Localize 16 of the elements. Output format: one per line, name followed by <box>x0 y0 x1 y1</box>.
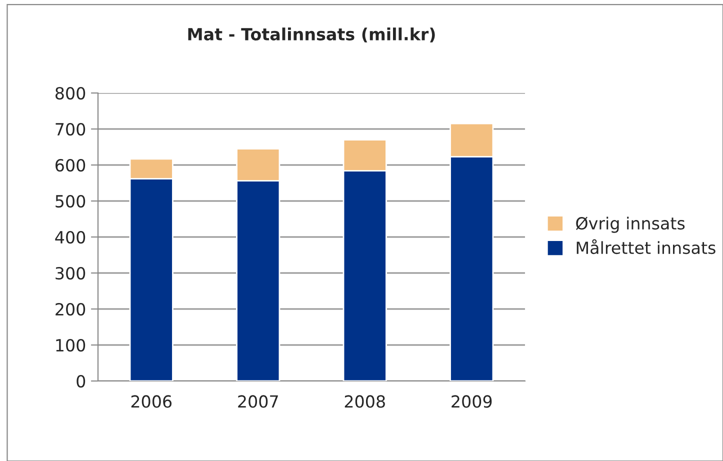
y-tick-label: 100 <box>56 338 86 352</box>
y-tick-label: 400 <box>55 230 86 244</box>
y-tick-label: 800 <box>56 86 86 100</box>
y-tick-label: 0 <box>76 374 86 388</box>
x-tick-label: 2006 <box>131 395 172 408</box>
legend-label: Målrettet innsats <box>576 239 716 254</box>
legend-label: Øvrig innsats <box>576 216 685 233</box>
chart-title: Mat - Totalinnsats (mill.kr) <box>188 28 435 42</box>
x-tick-label: 2007 <box>238 395 278 408</box>
y-tick-label: 600 <box>56 158 86 172</box>
y-tick-label: 300 <box>56 266 86 280</box>
y-tick-label: 200 <box>56 302 86 316</box>
x-tick-label: 2009 <box>452 395 492 408</box>
y-tick-label: 700 <box>56 122 86 136</box>
y-tick-label: 500 <box>56 194 86 208</box>
x-tick-label: 2008 <box>344 395 385 408</box>
